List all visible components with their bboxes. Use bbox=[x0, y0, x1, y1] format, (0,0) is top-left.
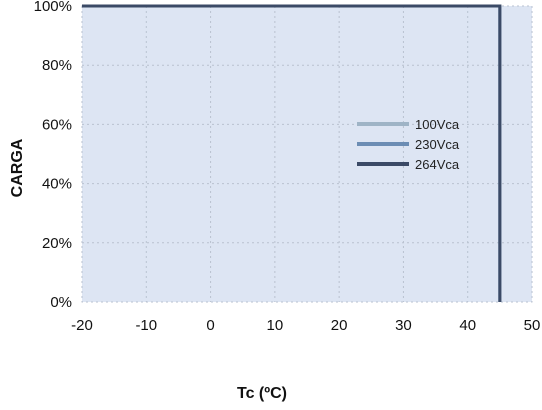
y-axis-title: CARGA bbox=[9, 138, 26, 197]
legend-label: 230Vca bbox=[415, 137, 460, 152]
y-tick-label: 60% bbox=[42, 116, 72, 133]
plot-area bbox=[81, 5, 533, 303]
x-tick-label: -20 bbox=[71, 317, 93, 334]
x-tick-label: 0 bbox=[206, 317, 214, 334]
x-tick-label: -10 bbox=[135, 317, 157, 334]
y-tick-label: 0% bbox=[50, 294, 72, 311]
y-tick-label: 80% bbox=[42, 57, 72, 74]
y-tick-label: 100% bbox=[34, 0, 72, 15]
x-tick-label: 50 bbox=[524, 317, 541, 334]
series-line-264vca bbox=[82, 4, 502, 302]
x-tick-label: 30 bbox=[395, 317, 412, 334]
y-tick-label: 40% bbox=[42, 176, 72, 193]
legend-label: 264Vca bbox=[415, 157, 460, 172]
legend-label: 100Vca bbox=[415, 117, 460, 132]
x-tick-label: 40 bbox=[459, 317, 476, 334]
x-tick-label: 20 bbox=[331, 317, 348, 334]
x-tick-label: 10 bbox=[267, 317, 284, 334]
x-axis-title: Tc (ºC) bbox=[237, 385, 287, 402]
y-tick-label: 20% bbox=[42, 235, 72, 252]
